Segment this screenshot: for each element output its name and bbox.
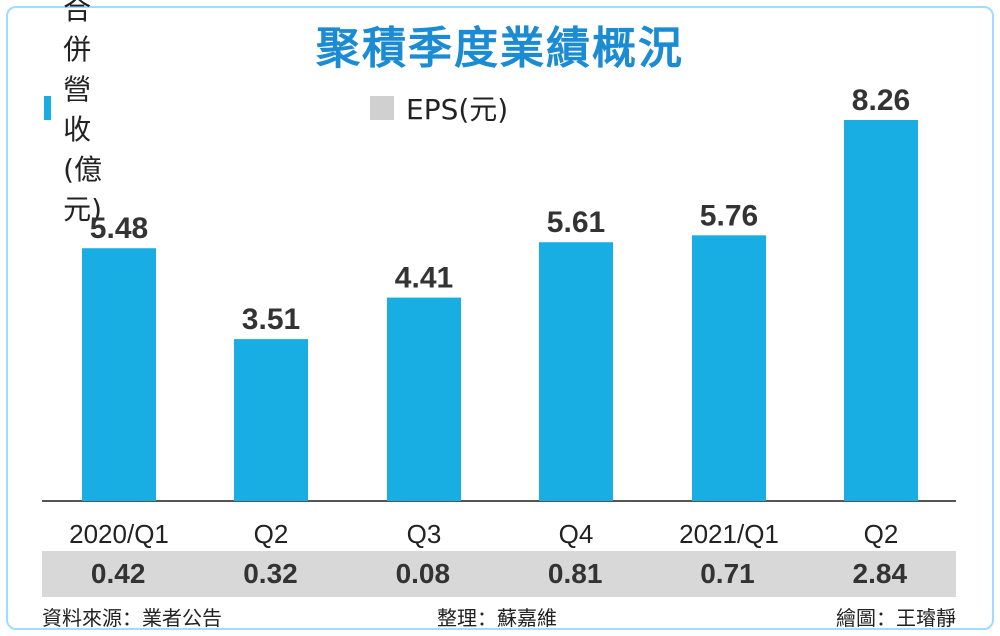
x-tick-label-4: Q4	[559, 519, 594, 549]
legend-item-revenue: 合併營收(億元)	[44, 0, 119, 228]
revenue-bar-1	[82, 248, 156, 501]
eps-cell-1: 0.42	[90, 558, 146, 589]
revenue-value-label-1: 5.48	[90, 212, 148, 245]
revenue-bar-3	[387, 297, 461, 501]
x-tick-label-1: 2020/Q1	[69, 519, 169, 549]
legend-label-eps: EPS(元)	[406, 93, 509, 126]
eps-cell-3: 0.08	[395, 558, 451, 589]
revenue-bar-2	[234, 339, 308, 501]
artist-label: 繪圖：王璿靜	[836, 606, 956, 630]
revenue-bar-4	[539, 242, 613, 502]
eps-cell-5: 0.71	[700, 558, 755, 589]
x-tick-label-5: 2021/Q1	[679, 519, 779, 549]
eps-cell-6: 2.84	[852, 558, 908, 589]
chart-frame	[6, 6, 994, 630]
revenue-value-label-6: 8.26	[852, 84, 910, 117]
revenue-value-label-3: 4.41	[395, 262, 453, 295]
chart-title: 聚積季度業績概況	[316, 23, 684, 74]
revenue-value-label-5: 5.76	[700, 199, 758, 232]
revenue-bar-6	[844, 120, 918, 501]
legend-swatch-revenue	[44, 96, 52, 120]
revenue-bar-5	[692, 235, 766, 502]
x-tick-label-2: Q2	[254, 519, 289, 549]
legend-item-eps: EPS(元)	[370, 88, 508, 128]
legend-label-revenue: 合併營收(億元)	[63, 0, 102, 226]
eps-cell-2: 0.32	[243, 558, 298, 589]
eps-row: 0.42 0.32 0.08 0.81 0.71 2.84	[42, 551, 956, 597]
legend-swatch-eps	[370, 96, 394, 120]
eps-cell-4: 0.81	[547, 558, 603, 589]
source-label: 資料來源：業者公告	[42, 606, 222, 630]
x-tick-label-6: Q2	[864, 519, 899, 549]
editor-label: 整理：蘇嘉維	[437, 606, 557, 630]
revenue-value-label-2: 3.51	[242, 303, 300, 336]
x-tick-label-3: Q3	[407, 519, 442, 549]
revenue-value-label-4: 5.61	[547, 206, 605, 239]
